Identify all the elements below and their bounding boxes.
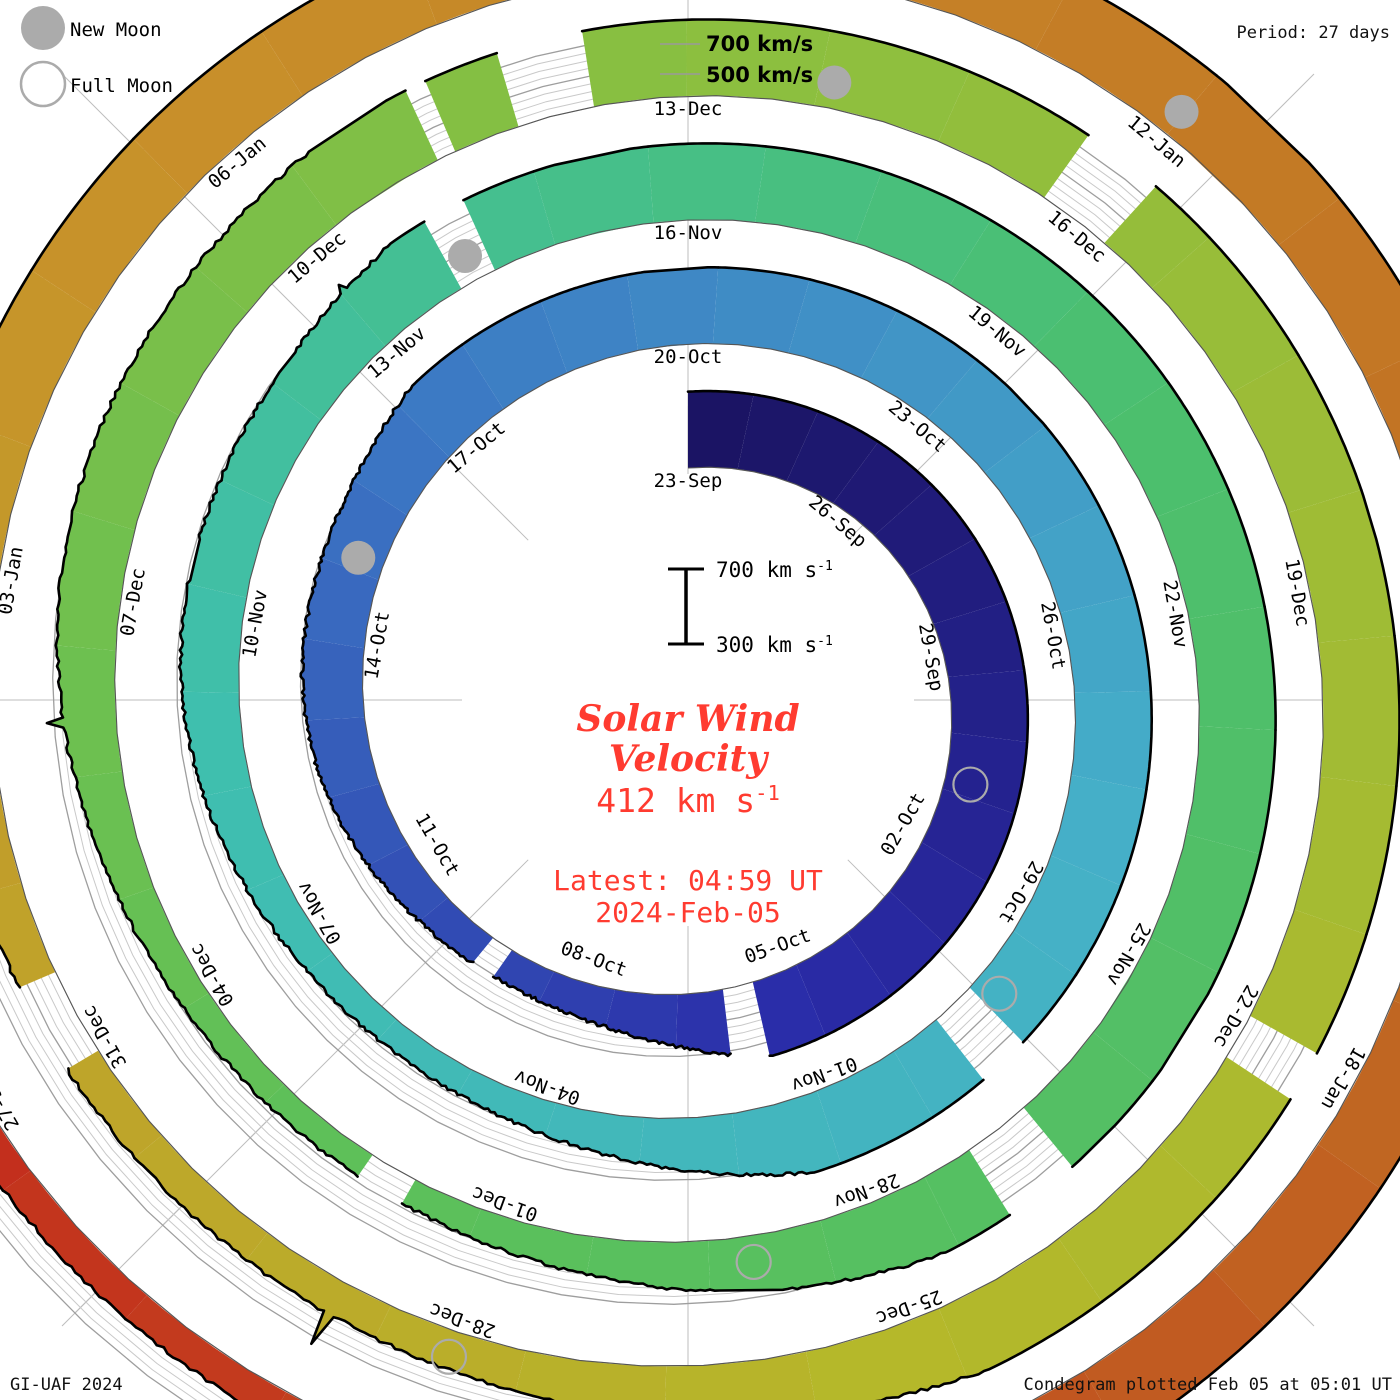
new-moon-icon <box>21 6 65 50</box>
center-latest-time: Latest: 04:59 UT <box>553 864 823 897</box>
center-title-line2: Velocity <box>609 738 769 780</box>
center-mask <box>482 494 894 906</box>
footer-plotted: Condegram plotted Feb 05 at 05:01 UT <box>1024 1375 1392 1395</box>
center-readout: Solar Wind Velocity 412 km s-1 Latest: 0… <box>553 698 823 929</box>
scalebar-top-label: 700 km s-1 <box>716 558 833 582</box>
new-moon-label: New Moon <box>70 19 162 41</box>
center-title-line1: Solar Wind <box>576 698 799 740</box>
full-moon-marker <box>430 1338 468 1375</box>
scalebar-bottom-label: 300 km s-1 <box>716 633 833 657</box>
full-moon-icon <box>19 60 67 108</box>
new-moon-marker <box>817 65 852 100</box>
spiral-date-label: 20-Oct <box>654 346 723 368</box>
radial-label-700: 700 km/s <box>706 32 813 56</box>
full-moon-marker <box>952 766 989 803</box>
footer-credit: GI-UAF 2024 <box>10 1375 123 1395</box>
radial-axis-labels: 700 km/s 500 km/s <box>660 32 813 87</box>
period-label: Period: 27 days <box>1236 23 1390 43</box>
spiral-date-label: 13-Dec <box>654 98 723 120</box>
moon-markers <box>341 65 1199 1375</box>
new-moon-marker <box>1164 94 1199 129</box>
spiral-date-label: 16-Nov <box>654 222 723 244</box>
new-moon-marker <box>341 540 376 575</box>
new-moon-marker <box>448 238 483 273</box>
full-moon-marker <box>981 975 1018 1012</box>
center-scalebar: 700 km s-1 300 km s-1 <box>668 558 833 657</box>
radial-label-500: 500 km/s <box>706 63 813 87</box>
moon-legend: New Moon Full Moon <box>19 6 173 108</box>
full-moon-label: Full Moon <box>70 75 173 97</box>
center-value: 412 km s-1 <box>596 781 780 820</box>
spiral-date-label: 23-Sep <box>654 470 723 492</box>
full-moon-marker <box>735 1243 772 1281</box>
center-latest-date: 2024-Feb-05 <box>595 896 780 929</box>
